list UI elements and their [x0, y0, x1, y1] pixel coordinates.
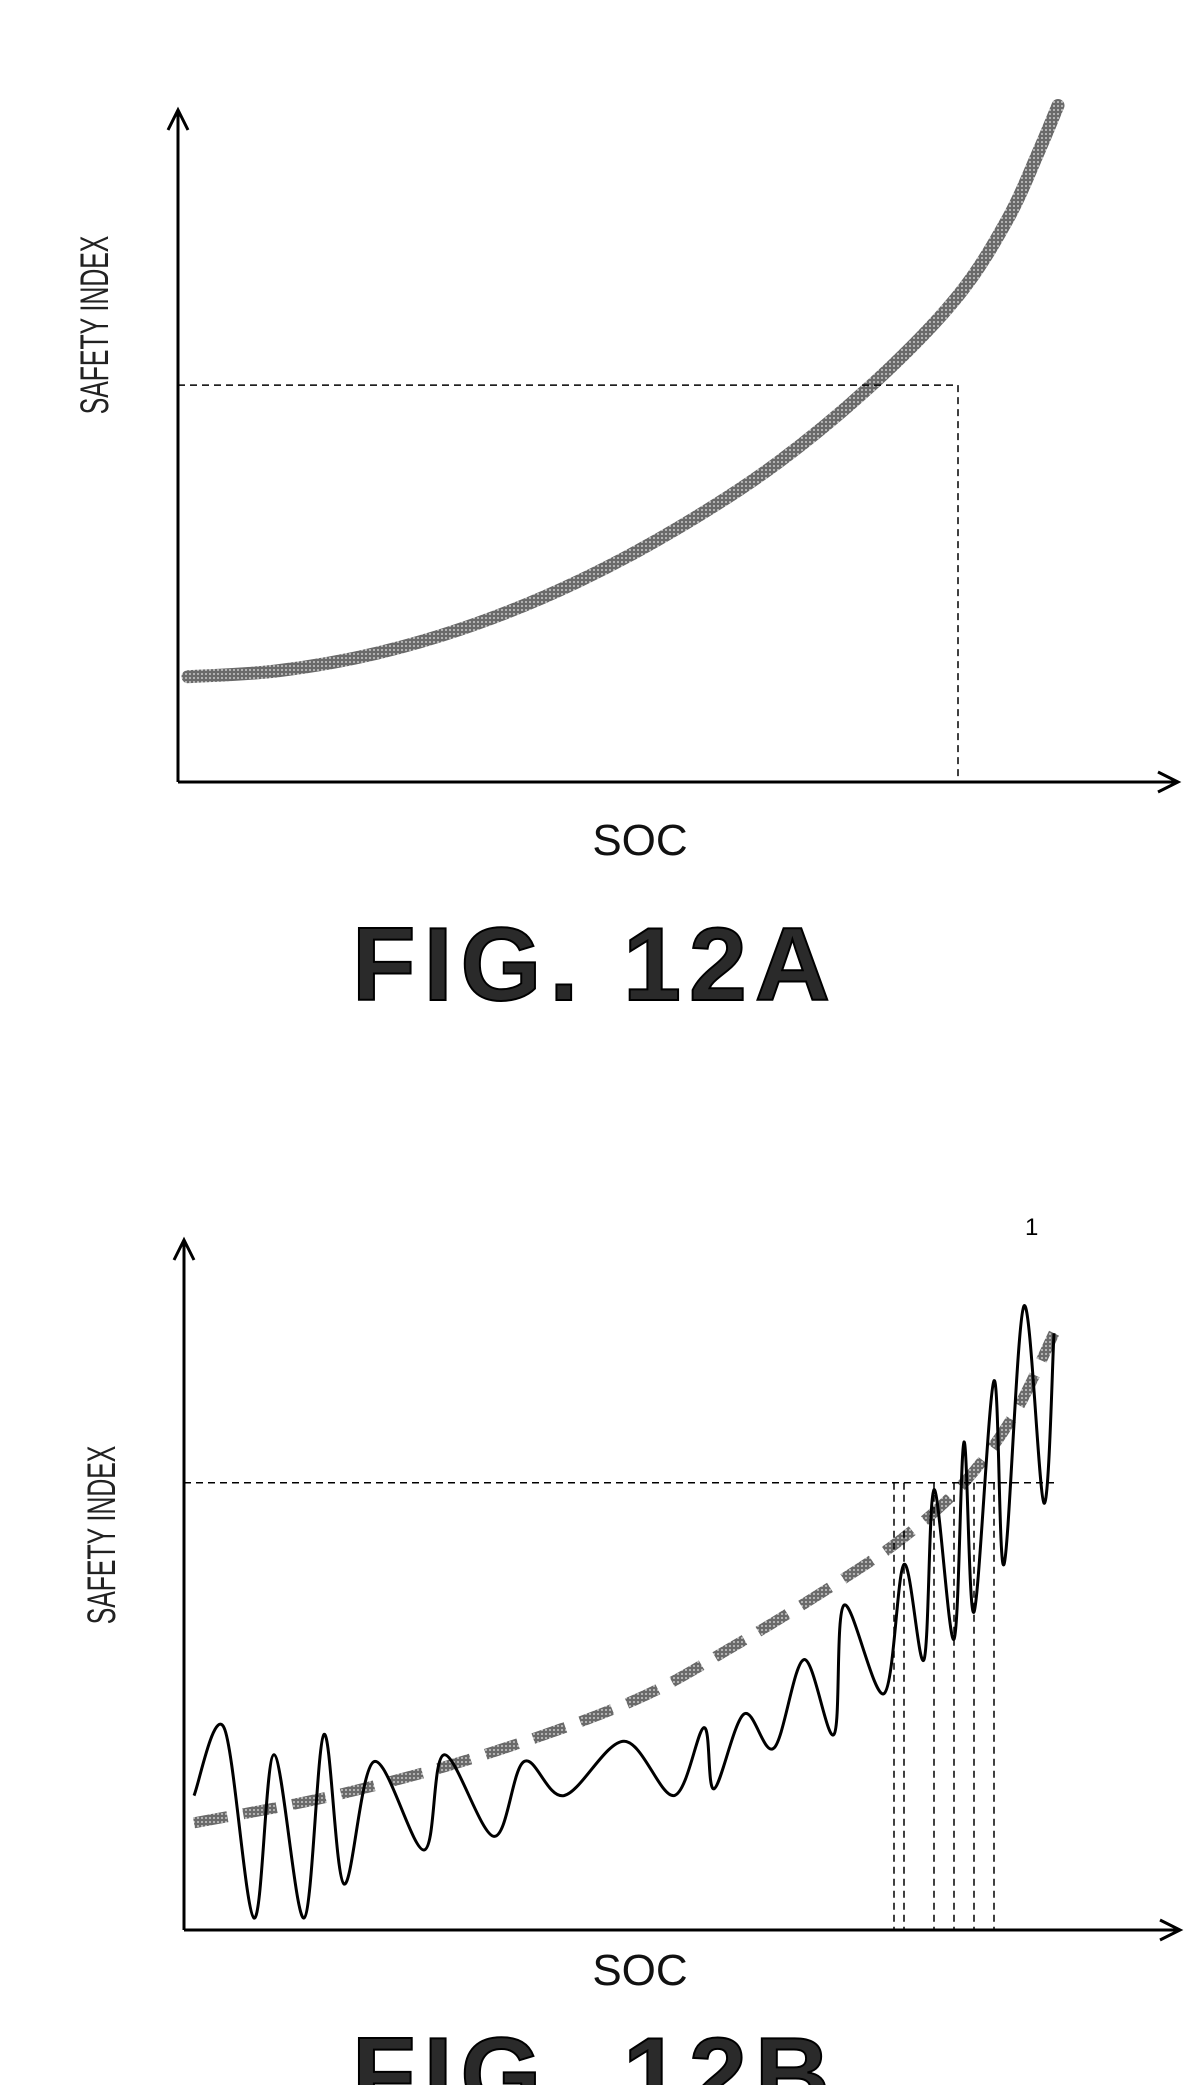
trend-curve [194, 1333, 1054, 1823]
x-axis-label: SOC [592, 816, 687, 865]
figure-12a: SAFETY INDEX SOC FIG. 12A [0, 0, 1191, 1040]
figure-caption: FIG. 12A [352, 907, 838, 1023]
oscillating-curve [194, 1306, 1054, 1918]
y-axis-label: SAFETY INDEX [73, 236, 117, 415]
safety-index-curve [188, 106, 1058, 677]
curve-marker-label: 1 [1025, 1214, 1038, 1241]
x-axis-label: SOC [592, 1946, 687, 1995]
figure-12b: SAFETY INDEX SOC FIG. 12B 1 [0, 1040, 1191, 2085]
figure-caption: FIG. 12B [352, 2017, 838, 2085]
chart-12a: SAFETY INDEX SOC FIG. 12A [0, 0, 1191, 1040]
plot-area [174, 1240, 1180, 1940]
y-axis-label: SAFETY INDEX [80, 1446, 124, 1625]
plot-area [168, 106, 1178, 793]
chart-12b: SAFETY INDEX SOC FIG. 12B 1 [0, 1040, 1191, 2085]
